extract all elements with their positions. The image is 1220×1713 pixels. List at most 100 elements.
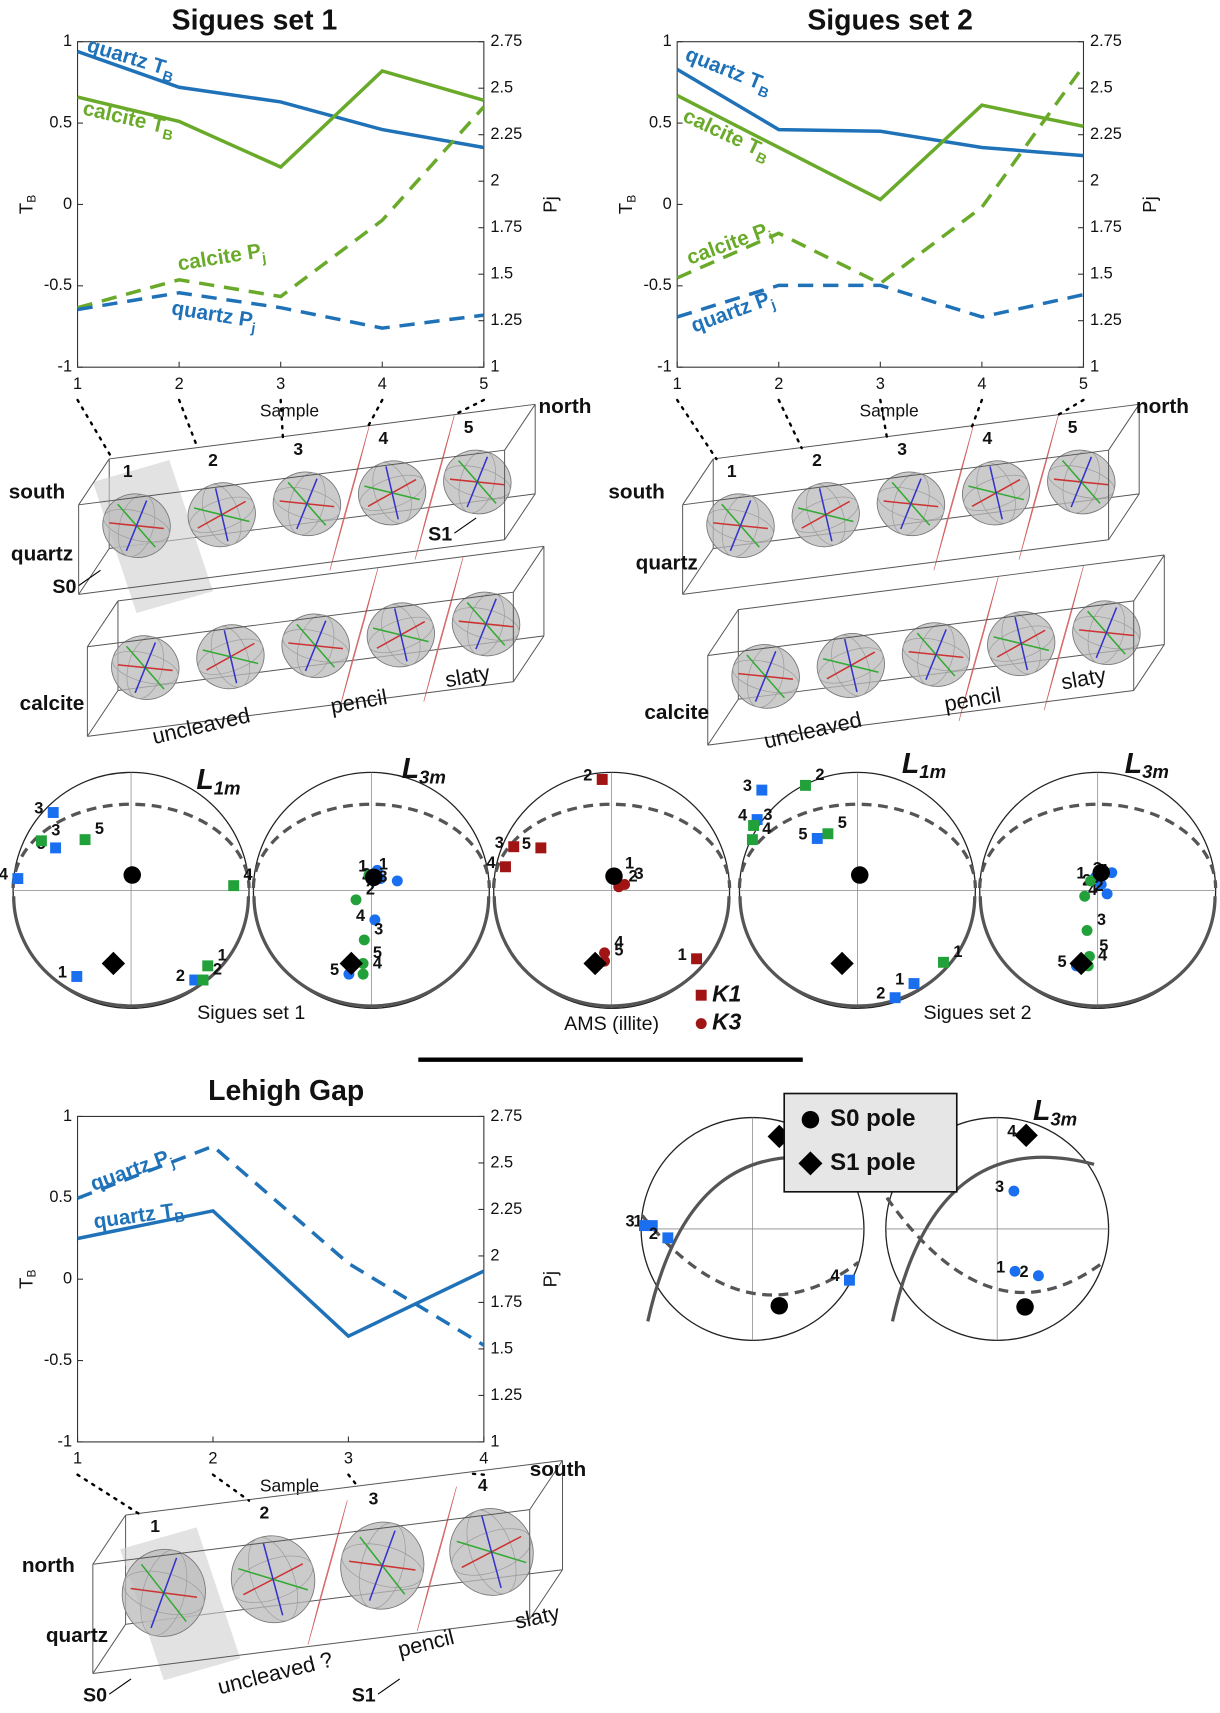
x-tick-label: 1 xyxy=(73,375,82,393)
ellipsoid-mesh xyxy=(747,645,785,708)
axis-blue xyxy=(843,638,858,693)
net-point xyxy=(1016,1298,1034,1316)
point-label: 2 xyxy=(176,967,185,985)
point-label: 5 xyxy=(522,835,531,853)
point-label: 4 xyxy=(373,955,383,973)
zone-label: slaty xyxy=(513,1600,562,1634)
ellipsoid xyxy=(121,1548,206,1637)
y-axis-label-main: T xyxy=(15,203,36,214)
guide-dots xyxy=(76,1473,142,1516)
net-title-subscript: 3m xyxy=(419,766,446,787)
sample-number: 2 xyxy=(208,450,218,470)
net-title-main: L xyxy=(1125,747,1142,779)
block-edge xyxy=(1108,404,1140,451)
point-label: 4 xyxy=(1007,1122,1017,1140)
legend-marker xyxy=(801,1110,820,1129)
great-circle-s0 xyxy=(11,802,251,889)
series-line xyxy=(76,49,485,150)
net-title-main: L xyxy=(196,764,213,796)
ellipsoid-mesh xyxy=(359,474,425,511)
ellipsoid-mesh xyxy=(892,472,930,536)
ellipsoid xyxy=(358,460,427,526)
series-line xyxy=(676,93,1084,202)
block-edge xyxy=(78,548,110,595)
ellipsoid-mesh xyxy=(189,496,255,533)
x-axis-label: Sample xyxy=(260,401,319,421)
y2-tick-label: 2.5 xyxy=(490,1153,513,1171)
legend-label: S1 pole xyxy=(830,1149,915,1176)
ellipsoid-mesh xyxy=(358,1522,406,1609)
series-line xyxy=(77,291,485,330)
x-tick-label: 4 xyxy=(378,375,387,393)
ellipsoid-mesh xyxy=(112,651,179,685)
ellipsoid-mesh xyxy=(831,634,871,697)
y-tick-label: 0.5 xyxy=(49,1188,72,1206)
axis-blue xyxy=(481,1515,502,1589)
sample-number: 3 xyxy=(897,439,907,459)
axis-blue xyxy=(1070,456,1093,508)
net-title-subscript: 3m xyxy=(1050,1108,1077,1129)
sample-number: 5 xyxy=(464,417,474,437)
y-tick-label: 0 xyxy=(663,195,672,213)
ellipsoid xyxy=(281,613,350,679)
ellipsoid xyxy=(443,449,512,515)
block-back-edge xyxy=(125,1460,563,1516)
plane-leader xyxy=(454,517,477,534)
axis-blue xyxy=(729,500,752,552)
great-circle-s1 xyxy=(738,896,977,1008)
legend-label: K3 xyxy=(712,1009,742,1035)
net-point xyxy=(748,820,760,831)
sample-number: 1 xyxy=(727,461,737,481)
ellipsoid xyxy=(187,482,256,548)
point-label: 3 xyxy=(626,1213,635,1231)
great-circle-s0 xyxy=(251,802,491,889)
ellipsoid-mesh xyxy=(732,659,799,694)
ellipsoid xyxy=(340,1521,425,1610)
axis-blue xyxy=(475,598,497,650)
block-edge xyxy=(682,539,1109,595)
y2-tick-label: 1.75 xyxy=(490,1293,522,1311)
guide-dots xyxy=(279,398,285,439)
axis-blue xyxy=(296,478,318,530)
chart-title: Sigues set 2 xyxy=(807,5,973,37)
s1-plane xyxy=(423,557,464,702)
net-point xyxy=(751,814,763,826)
y-tick-label: 1 xyxy=(63,32,72,50)
y2-tick-label: 1.25 xyxy=(1090,311,1122,329)
point-label: 5 xyxy=(838,814,847,832)
zone-label: slaty xyxy=(443,660,492,692)
series-label: calcite TB xyxy=(80,97,177,144)
block-edge xyxy=(682,449,1109,506)
y-tick-label: -0.5 xyxy=(643,276,671,294)
net-point xyxy=(800,779,811,791)
net-title: L3m xyxy=(402,753,446,788)
point-label: 2 xyxy=(1095,877,1104,895)
net-point xyxy=(189,974,201,986)
end-label: south xyxy=(608,480,664,503)
net-point xyxy=(889,992,901,1004)
mineral-label: calcite xyxy=(20,692,85,715)
net-point xyxy=(357,968,369,980)
point-label: 4 xyxy=(614,933,624,951)
mineral-label: quartz xyxy=(636,551,698,574)
point-label: 5 xyxy=(798,826,807,844)
ellipsoid xyxy=(366,602,435,668)
axis-blue xyxy=(925,629,947,680)
net-point xyxy=(1008,1185,1020,1197)
legend-label: S0 pole xyxy=(830,1105,915,1132)
point-label: 2 xyxy=(629,867,638,885)
y2-tick-label: 1.25 xyxy=(490,311,522,329)
plane-leader xyxy=(108,1678,132,1695)
s1-plane xyxy=(329,426,370,571)
net-point xyxy=(364,868,383,887)
block-edge xyxy=(682,458,714,506)
ellipsoid xyxy=(196,624,265,690)
series-label: quartz TB xyxy=(681,43,775,102)
ellipsoid-mesh xyxy=(273,487,341,521)
block-edge xyxy=(707,689,1134,746)
block-edge xyxy=(512,546,545,593)
axis-blue xyxy=(385,466,399,520)
y-tick-label: 0 xyxy=(63,195,72,213)
ellipsoid xyxy=(706,493,775,558)
end-label: north xyxy=(538,395,591,418)
